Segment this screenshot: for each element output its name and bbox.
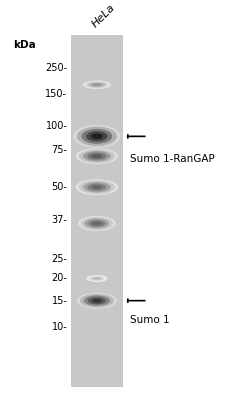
Ellipse shape [87, 184, 106, 191]
Ellipse shape [88, 297, 106, 304]
Ellipse shape [83, 182, 111, 192]
Ellipse shape [92, 299, 102, 303]
Text: 50-: 50- [51, 182, 67, 192]
Text: 15-: 15- [51, 296, 67, 306]
Ellipse shape [78, 216, 116, 231]
Ellipse shape [90, 276, 104, 281]
Ellipse shape [90, 83, 103, 87]
Ellipse shape [92, 185, 102, 189]
Text: Sumo 1: Sumo 1 [130, 315, 169, 325]
Ellipse shape [84, 296, 110, 306]
Text: Sumo 1-RanGAP: Sumo 1-RanGAP [130, 154, 215, 164]
Ellipse shape [77, 293, 117, 309]
Ellipse shape [91, 134, 103, 139]
Ellipse shape [83, 151, 111, 162]
Ellipse shape [87, 153, 106, 160]
Ellipse shape [93, 84, 100, 86]
Ellipse shape [85, 81, 109, 88]
Text: 150-: 150- [45, 89, 67, 99]
Ellipse shape [92, 222, 102, 225]
Text: 10-: 10- [52, 322, 67, 332]
Text: 250-: 250- [45, 62, 67, 72]
Ellipse shape [84, 218, 109, 228]
Ellipse shape [73, 125, 120, 148]
Ellipse shape [88, 220, 105, 227]
Text: HeLa: HeLa [90, 2, 117, 29]
Ellipse shape [86, 131, 108, 142]
Bar [71, 35, 123, 387]
Ellipse shape [83, 80, 111, 89]
Ellipse shape [94, 278, 99, 279]
Text: 100-: 100- [45, 121, 67, 131]
Ellipse shape [76, 148, 118, 164]
Text: 20-: 20- [51, 273, 67, 283]
Ellipse shape [76, 179, 118, 195]
Ellipse shape [92, 277, 102, 280]
Ellipse shape [79, 149, 115, 163]
Ellipse shape [81, 217, 113, 230]
Ellipse shape [92, 154, 102, 158]
Text: 37-: 37- [51, 216, 67, 226]
Ellipse shape [77, 127, 117, 146]
Ellipse shape [80, 294, 114, 308]
Ellipse shape [86, 275, 108, 282]
Ellipse shape [81, 129, 112, 144]
Text: 75-: 75- [51, 145, 67, 155]
Ellipse shape [88, 276, 106, 282]
Text: 25-: 25- [51, 254, 67, 264]
Text: kDa: kDa [13, 40, 36, 50]
Ellipse shape [88, 82, 106, 88]
Ellipse shape [79, 180, 115, 194]
